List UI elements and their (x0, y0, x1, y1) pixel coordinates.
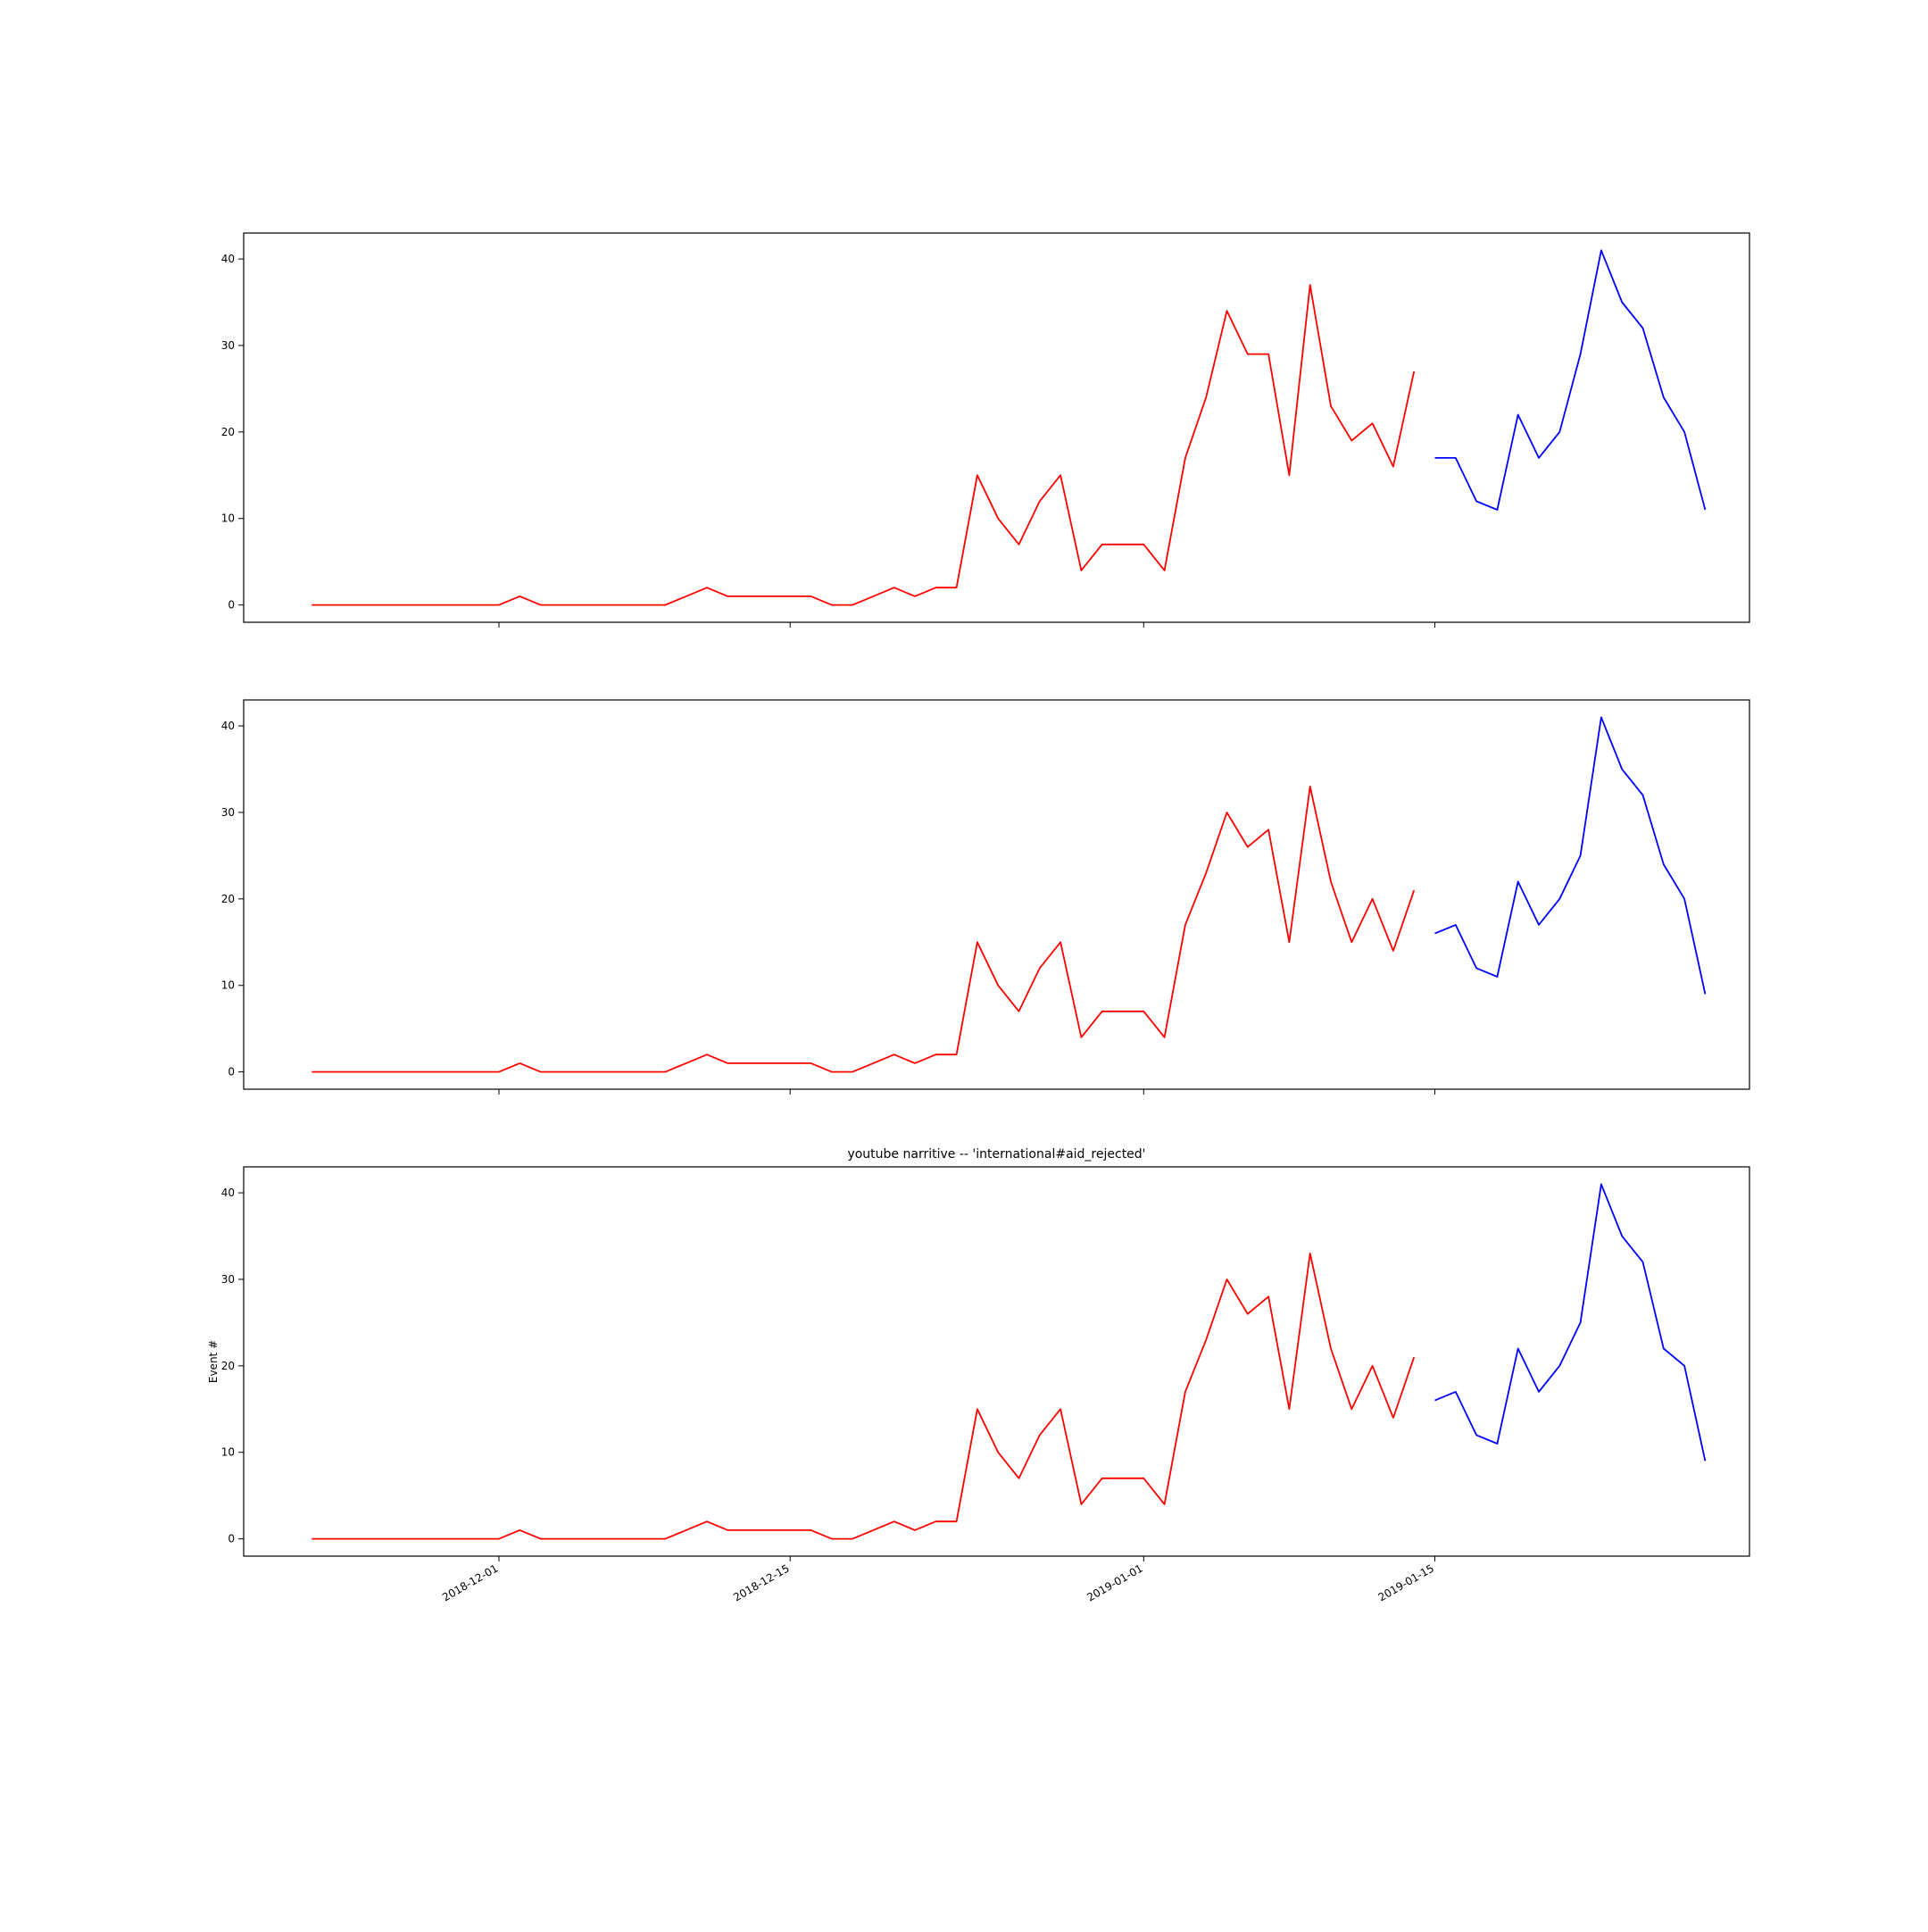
panel-3-xtick-label: 2019-01-15 (1376, 1561, 1436, 1603)
panel-2-ytick-label: 30 (221, 806, 235, 819)
panel-1-axes-frame (243, 232, 1750, 623)
panel-2-series-2-line (1434, 716, 1707, 995)
panel-2-ytick-label: 40 (221, 720, 235, 732)
panel-2-ytick-label: 10 (221, 979, 235, 992)
panel-1-ytick-label: 20 (221, 426, 235, 438)
panel-3-xtick-label: 2018-12-01 (440, 1561, 500, 1603)
panel-2-ytick-label: 20 (221, 893, 235, 905)
panel-1-ytick-label: 10 (221, 512, 235, 525)
panel-1-series-1-line (312, 284, 1416, 606)
panel-3-ytick-label: 10 (221, 1446, 235, 1459)
panel-3-axes-frame (243, 1166, 1750, 1557)
panel-1-ytick-label: 40 (221, 253, 235, 265)
panel-1-series-2-line (1434, 249, 1707, 511)
panel-3-ytick-label: 0 (228, 1533, 235, 1545)
panel-3-ytick-label: 30 (221, 1273, 235, 1286)
panel-3-ytick-label: 20 (221, 1360, 235, 1372)
panel-3-series-2-line (1434, 1183, 1707, 1461)
panel-3-xtick-label: 2019-01-01 (1084, 1561, 1144, 1603)
panel-1-ytick-label: 30 (221, 339, 235, 352)
panel-2-series-1-line (312, 786, 1416, 1073)
panel-3-ytick-label: 40 (221, 1187, 235, 1199)
panel-2-ytick-label: 0 (228, 1066, 235, 1078)
panel-1-ytick-label: 0 (228, 599, 235, 612)
panel-3-series-1-line (312, 1253, 1416, 1540)
panel-2-axes-frame (243, 699, 1750, 1090)
panel-3-title: youtube narritive -- 'international#aid_… (847, 1147, 1145, 1162)
panel-3-ylabel: Event # (207, 1340, 220, 1383)
panel-3-xtick-label: 2018-12-15 (731, 1561, 791, 1603)
